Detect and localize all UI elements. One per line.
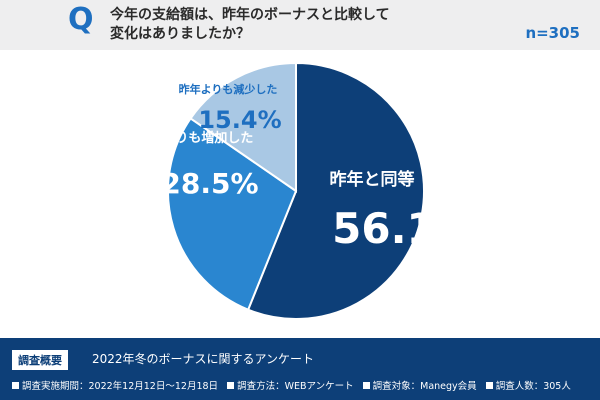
bullet-square-icon xyxy=(12,382,19,389)
bullet-square-icon xyxy=(362,382,370,389)
slice-label-decreased: 昨年よりも減少した xyxy=(179,82,278,96)
detail-period: 調査実施期間：2022年12月12日～12月18日 xyxy=(12,381,218,392)
q-mark: Q xyxy=(68,2,94,37)
survey-tag: 調査概要 xyxy=(12,350,68,370)
pie-slice-same xyxy=(246,61,425,320)
question-line-1: 今年の支給額は、昨年のボーナスと比較して xyxy=(110,7,390,23)
slice-value-decreased: 15.4% xyxy=(198,106,281,134)
slice-value-increased: 28.5% xyxy=(161,167,258,200)
bullet-square-icon xyxy=(227,382,235,389)
survey-title: 2022年冬のボーナスに関するアンケート xyxy=(92,352,315,366)
header-bar: Q 今年の支給額は、昨年のボーナスと比較して 変化はありましたか？ n=305 xyxy=(0,0,600,50)
survey-details: 調査実施期間：2022年12月12日～12月18日 調査方法：WEBアンケート … xyxy=(12,378,600,392)
bullet-square-icon xyxy=(485,382,493,389)
detail-method: 調査方法：WEBアンケート xyxy=(227,381,354,392)
slice-label-increased: 昨年よりも増加した xyxy=(137,130,254,146)
detail-count: 調査人数：305人 xyxy=(485,381,571,392)
survey-footer: 調査概要 2022年冬のボーナスに関するアンケート 調査実施期間：2022年12… xyxy=(0,338,600,400)
pie-chart: 昨年と同等 56.1% 昨年よりも増加した 28.5% 昨年よりも減少した 15.4% xyxy=(137,61,478,320)
slice-label-same: 昨年と同等 xyxy=(330,169,415,190)
pie-slice-decreased xyxy=(189,61,297,193)
question-text: 今年の支給額は、昨年のボーナスと比較して 変化はありましたか？ xyxy=(110,6,440,44)
question-line-2: 変化はありましたか？ xyxy=(110,26,250,42)
sample-size: n=305 xyxy=(525,24,580,42)
slice-value-same: 56.1% xyxy=(332,204,478,253)
pie-slice-increased xyxy=(167,116,298,312)
detail-target: 調査対象：Manegy会員 xyxy=(362,381,477,392)
